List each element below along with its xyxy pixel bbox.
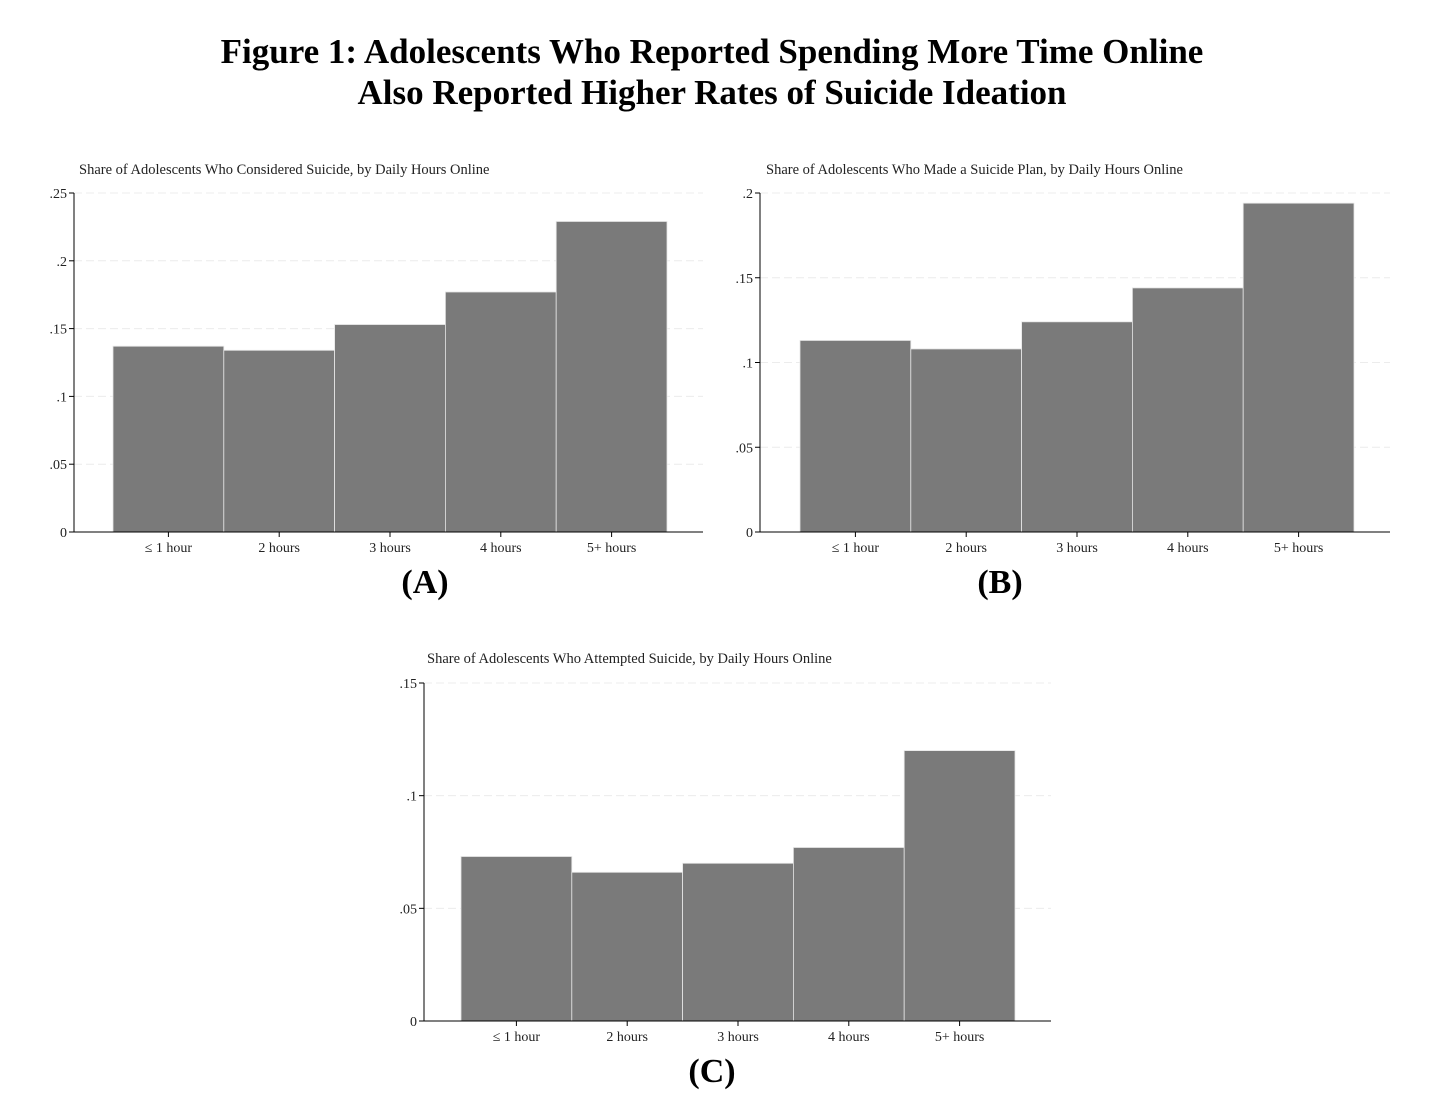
panel-label-b: (B) <box>977 564 1023 601</box>
chart-b-y-tick-label: .15 <box>736 272 754 287</box>
chart-b-x-tick-label: 2 hours <box>945 541 987 556</box>
chart-b-bar <box>910 348 1023 533</box>
chart-panel-b: Share of Adolescents Who Made a Suicide … <box>736 162 1390 556</box>
chart-a-y-tick-label: 0 <box>60 526 67 541</box>
chart-c-bar <box>682 862 794 1022</box>
chart-a-y-tick-label: .05 <box>50 458 68 473</box>
chart-panel-c: Share of Adolescents Who Attempted Suici… <box>400 651 1051 1045</box>
chart-c-title: Share of Adolescents Who Attempted Suici… <box>427 651 832 667</box>
chart-c-x-tick-label: 3 hours <box>717 1030 759 1045</box>
figure-title-line-2: Also Reported Higher Rates of Suicide Id… <box>357 73 1067 112</box>
chart-panel-a: Share of Adolescents Who Considered Suic… <box>50 162 703 556</box>
panel-label-a: (A) <box>401 564 449 601</box>
chart-a-x-tick-label: ≤ 1 hour <box>145 541 193 556</box>
chart-c-bar <box>460 856 573 1022</box>
chart-a-x-tick-label: 3 hours <box>369 541 411 556</box>
chart-a-x-tick-label: 5+ hours <box>587 541 637 556</box>
chart-a-y-tick-label: .25 <box>50 187 68 202</box>
chart-b-x-tick-label: 5+ hours <box>1274 541 1324 556</box>
chart-b-bar <box>1131 287 1244 533</box>
chart-a-bar <box>334 324 446 533</box>
chart-b-x-tick-label: 4 hours <box>1167 541 1209 556</box>
chart-a-bar <box>112 345 225 533</box>
chart-c-x-tick-label: 5+ hours <box>935 1030 985 1045</box>
chart-b-y-tick-label: 0 <box>746 526 753 541</box>
chart-c-bar <box>571 871 684 1022</box>
chart-a-y-tick-label: .1 <box>57 390 68 405</box>
chart-a-bar <box>223 349 336 533</box>
chart-b-x-tick-label: ≤ 1 hour <box>832 541 880 556</box>
chart-c-x-tick-label: 4 hours <box>828 1030 870 1045</box>
chart-a-x-tick-label: 4 hours <box>480 541 522 556</box>
chart-a-x-tick-label: 2 hours <box>258 541 300 556</box>
chart-c-bar <box>792 847 905 1022</box>
chart-a-bar <box>444 291 557 533</box>
chart-c-y-tick-label: .15 <box>400 677 418 692</box>
chart-b-bar <box>799 340 912 533</box>
chart-c-y-tick-label: 0 <box>410 1015 417 1030</box>
chart-b-y-tick-label: .2 <box>743 187 754 202</box>
chart-b-bar <box>1242 202 1355 533</box>
chart-b-y-tick-label: .1 <box>743 357 754 372</box>
chart-b-x-tick-label: 3 hours <box>1056 541 1098 556</box>
chart-b-bar <box>1021 321 1133 533</box>
chart-c-x-tick-label: ≤ 1 hour <box>493 1030 541 1045</box>
chart-a-y-tick-label: .15 <box>50 323 68 338</box>
chart-b-y-tick-label: .05 <box>736 441 754 456</box>
chart-c-bar <box>903 750 1016 1022</box>
chart-a-y-tick-label: .2 <box>57 255 68 270</box>
figure-title-line-1: Figure 1: Adolescents Who Reported Spend… <box>220 32 1204 71</box>
chart-c-x-tick-label: 2 hours <box>606 1030 648 1045</box>
chart-a-bar <box>555 221 668 533</box>
chart-b-title: Share of Adolescents Who Made a Suicide … <box>766 162 1183 178</box>
chart-a-title: Share of Adolescents Who Considered Suic… <box>79 162 490 178</box>
chart-c-y-tick-label: .1 <box>407 790 418 805</box>
chart-c-y-tick-label: .05 <box>400 902 418 917</box>
panel-label-c: (C) <box>688 1053 736 1090</box>
